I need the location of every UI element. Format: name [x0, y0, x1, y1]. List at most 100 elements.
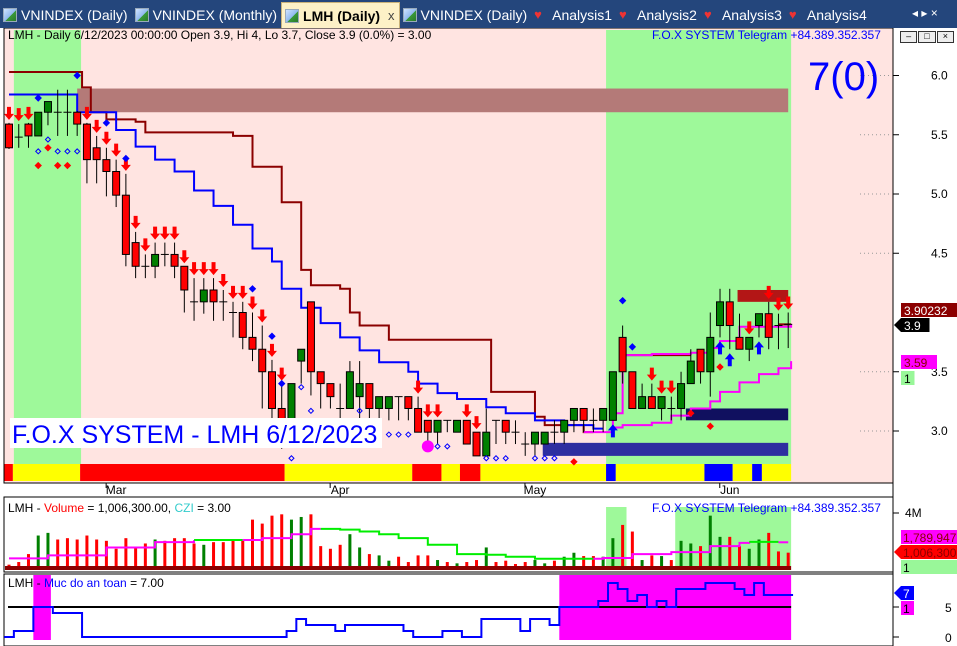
tab-vnindex-daily[interactable]: VNINDEX (Daily)	[0, 2, 132, 28]
down-candle	[618, 336, 627, 373]
volume-bar	[328, 548, 332, 566]
price-label: 3.9	[904, 319, 921, 333]
blue-diamond-icon	[102, 119, 111, 127]
volume-bar	[582, 556, 586, 566]
tab-analysis3[interactable]: ♥ Analysis3	[701, 2, 786, 28]
buy-arrow-icon	[724, 353, 735, 367]
minimize-button[interactable]: –	[900, 31, 918, 43]
volume-bar	[543, 563, 547, 566]
sell-arrow-icon	[257, 309, 268, 323]
sell-arrow-icon	[23, 106, 34, 120]
safety-axis-label: 0	[945, 631, 952, 645]
down-candle	[248, 336, 257, 350]
volume-bar	[747, 548, 751, 566]
chart-icon	[285, 8, 300, 23]
analysis-icon: ♥	[534, 7, 542, 22]
hollow-diamond-icon	[405, 431, 412, 438]
price-label: 3.59	[904, 356, 928, 370]
volume-value-label: 1,789,947	[903, 531, 957, 545]
up-candle	[375, 396, 384, 409]
up-candle	[560, 419, 569, 433]
tab-vnindex-daily[interactable]: VNINDEX (Daily)	[400, 2, 532, 28]
close-button[interactable]: ×	[936, 31, 954, 43]
red-dot-icon	[687, 409, 695, 417]
hollow-diamond-icon	[297, 383, 305, 391]
pane-window-buttons[interactable]: – □ ×	[900, 31, 954, 43]
red-dot-icon	[63, 161, 72, 170]
volume-bar	[591, 556, 595, 566]
safety-label-bg	[901, 586, 914, 600]
red-dot-icon	[570, 458, 578, 466]
x-tick-label: Jun	[720, 483, 739, 497]
tab-label: Analysis4	[806, 7, 867, 23]
tab-analysis2[interactable]: ♥ Analysis2	[616, 2, 701, 28]
up-candle	[657, 396, 666, 409]
up-candle	[43, 101, 52, 113]
tab-scroll-buttons[interactable]: ◂ ▸ ×	[912, 6, 938, 20]
volume-bar	[611, 538, 615, 566]
sell-arrow-icon	[218, 273, 229, 287]
down-candle	[180, 265, 189, 291]
volume-bar	[621, 524, 625, 566]
sell-arrow-icon	[646, 367, 657, 381]
sell-arrow-icon	[461, 404, 472, 418]
tab-lmh-daily[interactable]: LMH (Daily) x	[281, 2, 400, 28]
volume-average-line	[9, 540, 196, 560]
tab-analysis1[interactable]: ♥ Analysis1	[531, 2, 616, 28]
volume-bar	[445, 562, 449, 566]
trend-strip-segment	[284, 464, 413, 481]
close-tab-icon[interactable]: x	[388, 8, 395, 23]
safety-axis-label: 5	[945, 601, 952, 615]
sell-arrow-icon	[179, 250, 190, 264]
sell-arrow-icon	[471, 416, 482, 430]
volume-bar	[338, 544, 342, 566]
blue-diamond-icon	[618, 296, 627, 305]
volume-bar	[143, 543, 147, 566]
volume-bar	[173, 538, 177, 566]
sell-arrow-icon	[198, 262, 209, 276]
chart-icon	[402, 8, 417, 22]
volume-bar	[767, 532, 771, 566]
buy-arrow-icon	[753, 341, 764, 355]
y-tick-label: 5.5	[931, 128, 948, 142]
sell-arrow-icon	[111, 143, 122, 157]
safety-panel-title: LMH - Muc do an toan = 7.00	[8, 576, 164, 590]
up-candle	[706, 336, 715, 373]
sell-arrow-icon	[422, 404, 433, 418]
volume-bar	[299, 516, 303, 566]
price-zone	[77, 88, 789, 113]
brand-text: F.O.X SYSTEM Telegram +84.389.352.357	[652, 28, 881, 42]
volume-label-bg	[901, 530, 957, 544]
volume-bar	[221, 542, 225, 566]
tab-vnindex-monthly[interactable]: VNINDEX (Monthly)	[132, 2, 281, 28]
volume-bar	[601, 556, 605, 566]
blue-diamond-icon	[73, 71, 81, 80]
sell-arrow-icon	[189, 262, 200, 276]
down-candle	[267, 371, 276, 409]
brand-text: F.O.X SYSTEM Telegram +84.389.352.357	[652, 501, 881, 515]
volume-bar	[738, 546, 741, 566]
volume-bar	[786, 552, 790, 566]
volume-bar	[494, 562, 498, 566]
up-candle	[530, 431, 539, 445]
down-candle	[316, 371, 325, 385]
up-candle	[345, 371, 354, 409]
volume-bar	[669, 560, 673, 566]
hollow-diamond-icon	[492, 455, 500, 462]
red-dot-icon	[706, 422, 714, 430]
volume-axis-label: 4M	[905, 506, 922, 520]
analysis-icon: ♥	[703, 7, 712, 22]
trend-line	[9, 93, 604, 430]
up-candle	[482, 431, 491, 457]
volume-value-label: 1	[903, 561, 910, 575]
hollow-diamond-icon	[531, 455, 539, 462]
hollow-diamond-icon	[434, 443, 441, 450]
down-candle	[92, 147, 101, 161]
down-candle	[306, 301, 315, 373]
up-candle	[384, 396, 393, 409]
restore-button[interactable]: □	[918, 31, 936, 43]
blue-diamond-icon	[628, 343, 637, 351]
signal-count-label: 7(0)	[808, 55, 879, 99]
chart-window[interactable]: LMH - Daily 6/12/2023 00:00:00 Open 3.9,…	[0, 28, 957, 646]
tab-analysis4[interactable]: ♥ Analysis4	[786, 2, 871, 28]
